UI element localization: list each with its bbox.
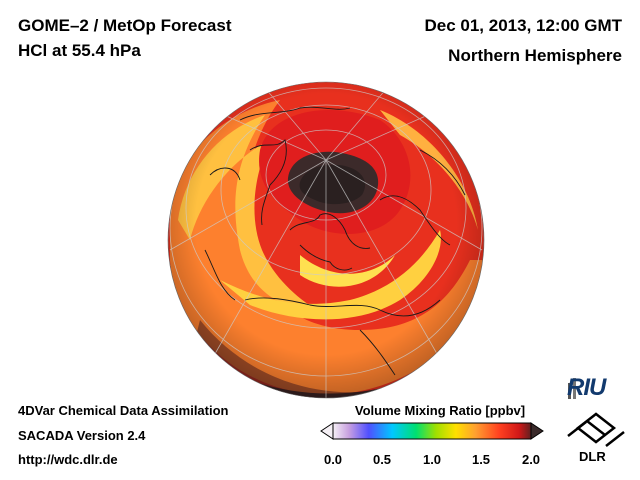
coastlines [204, 106, 466, 376]
colorbar-bar [332, 422, 532, 440]
colorbar-tick: 0.0 [323, 452, 343, 467]
species-level-label: HCl at 55.4 hPa [18, 41, 141, 60]
datetime-label: Dec 01, 2013, 12:00 GMT [424, 16, 622, 35]
product-title: GOME–2 / MetOp Forecast [18, 16, 232, 35]
method-label: 4DVar Chemical Data Assimilation [18, 403, 229, 418]
graticule [169, 82, 483, 398]
colorbar-title: Volume Mixing Ratio [ppbv] [354, 403, 526, 418]
colorbar-tick: 1.5 [471, 452, 491, 467]
colorbar-low-arrow [320, 422, 334, 440]
colorbar-tick: 2.0 [521, 452, 541, 467]
dlr-logo: DLR [579, 449, 606, 464]
riu-logo: RIU [567, 374, 606, 401]
colorbar-tick: 0.5 [372, 452, 392, 467]
colorbar [320, 422, 544, 440]
colorbar-high-arrow [530, 422, 544, 440]
hemisphere-label: Northern Hemisphere [448, 46, 622, 65]
website-link[interactable]: http://wdc.dlr.de [18, 452, 118, 467]
globe-field [168, 82, 484, 398]
colorbar-tick: 1.0 [422, 452, 442, 467]
version-label: SACADA Version 2.4 [18, 428, 146, 443]
riu-logo-mark [568, 378, 576, 399]
dlr-logo-mark [567, 412, 625, 447]
